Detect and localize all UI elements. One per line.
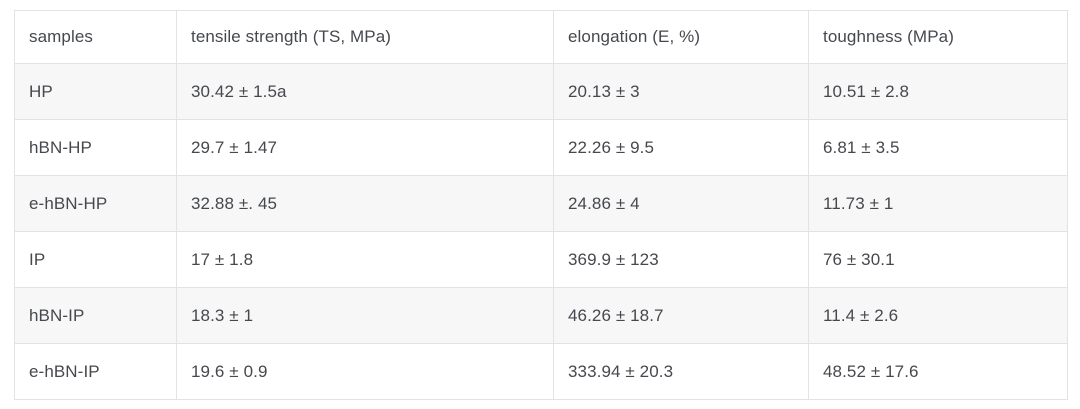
cell-tensile-strength: 30.42 ± 1.5a — [176, 63, 554, 120]
col-header-tensile-strength: tensile strength (TS, MPa) — [176, 10, 554, 64]
cell-tensile-strength: 29.7 ± 1.47 — [176, 119, 554, 176]
cell-toughness: 76 ± 30.1 — [808, 231, 1068, 288]
cell-toughness: 11.73 ± 1 — [808, 175, 1068, 232]
cell-sample-name: e-hBN-HP — [14, 175, 177, 232]
table-row-hbn-hp: hBN-HP 29.7 ± 1.47 22.26 ± 9.5 6.81 ± 3.… — [14, 119, 1068, 176]
cell-tensile-strength: 32.88 ±. 45 — [176, 175, 554, 232]
cell-tensile-strength: 18.3 ± 1 — [176, 287, 554, 344]
cell-elongation: 369.9 ± 123 — [553, 231, 809, 288]
col-header-toughness: toughness (MPa) — [808, 10, 1068, 64]
table-row-e-hbn-ip: e-hBN-IP 19.6 ± 0.9 333.94 ± 20.3 48.52 … — [14, 343, 1068, 400]
cell-sample-name: hBN-IP — [14, 287, 177, 344]
col-header-elongation: elongation (E, %) — [553, 10, 809, 64]
cell-sample-name: hBN-HP — [14, 119, 177, 176]
cell-sample-name: IP — [14, 231, 177, 288]
cell-toughness: 11.4 ± 2.6 — [808, 287, 1068, 344]
material-properties-table: samples tensile strength (TS, MPa) elong… — [14, 10, 1068, 400]
cell-toughness: 10.51 ± 2.8 — [808, 63, 1068, 120]
material-properties-table-container: samples tensile strength (TS, MPa) elong… — [14, 10, 1068, 400]
cell-toughness: 6.81 ± 3.5 — [808, 119, 1068, 176]
cell-elongation: 24.86 ± 4 — [553, 175, 809, 232]
cell-elongation: 46.26 ± 18.7 — [553, 287, 809, 344]
cell-sample-name: e-hBN-IP — [14, 343, 177, 400]
cell-toughness: 48.52 ± 17.6 — [808, 343, 1068, 400]
cell-elongation: 22.26 ± 9.5 — [553, 119, 809, 176]
cell-tensile-strength: 17 ± 1.8 — [176, 231, 554, 288]
table-row-ip: IP 17 ± 1.8 369.9 ± 123 76 ± 30.1 — [14, 231, 1068, 288]
table-row-hbn-ip: hBN-IP 18.3 ± 1 46.26 ± 18.7 11.4 ± 2.6 — [14, 287, 1068, 344]
cell-sample-name: HP — [14, 63, 177, 120]
header-row: samples tensile strength (TS, MPa) elong… — [14, 10, 1068, 64]
table-row-hp: HP 30.42 ± 1.5a 20.13 ± 3 10.51 ± 2.8 — [14, 63, 1068, 120]
cell-elongation: 20.13 ± 3 — [553, 63, 809, 120]
cell-tensile-strength: 19.6 ± 0.9 — [176, 343, 554, 400]
cell-elongation: 333.94 ± 20.3 — [553, 343, 809, 400]
table-row-e-hbn-hp: e-hBN-HP 32.88 ±. 45 24.86 ± 4 11.73 ± 1 — [14, 175, 1068, 232]
col-header-samples: samples — [14, 10, 177, 64]
